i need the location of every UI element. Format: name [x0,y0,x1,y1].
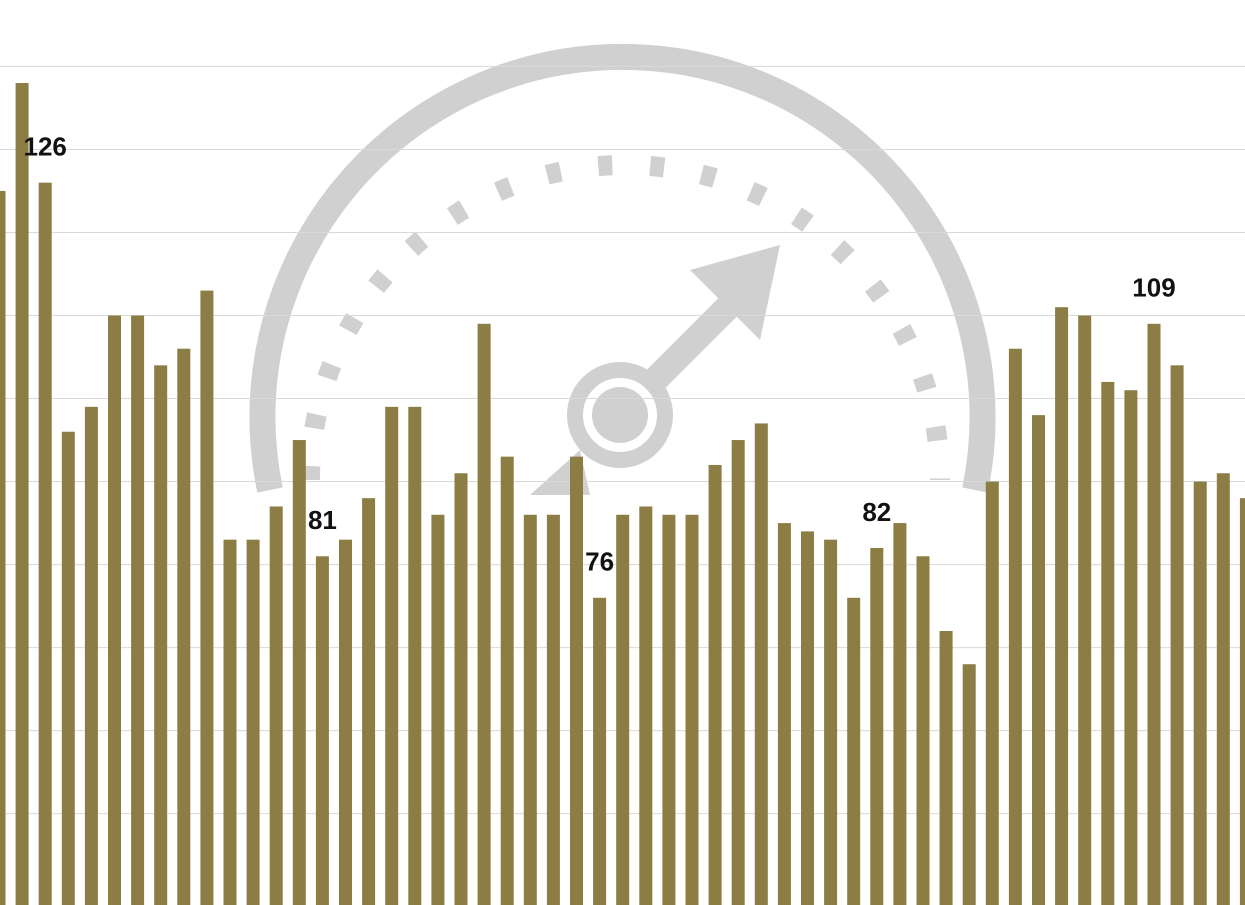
bar [0,190,6,905]
bar [639,506,653,905]
bar [1193,481,1207,905]
bar [408,406,422,905]
value-label: 109 [1132,273,1175,303]
bar [385,406,399,905]
bar [1147,323,1161,905]
bar [731,440,745,905]
bar [985,481,999,905]
bar [84,406,98,905]
value-label: 126 [24,132,67,162]
bar [1032,415,1045,905]
bar [523,514,537,905]
bar [315,556,329,905]
bar [616,514,630,905]
bar [847,597,861,905]
bar [1008,348,1022,905]
bar [108,315,121,905]
bars: 126 81 76 82 109 [0,83,1245,905]
bar [1170,365,1184,905]
bar [570,456,583,905]
bar [1216,473,1230,905]
bar [61,431,75,905]
bar [893,523,907,905]
value-label: 81 [308,505,337,535]
bar [292,440,306,905]
bar [685,514,699,905]
bar [131,315,145,905]
bar [546,514,560,905]
bar [777,523,791,905]
bar [177,348,191,905]
watermark [249,43,996,495]
bar [1101,381,1115,905]
bar [38,182,52,905]
bar [223,539,237,905]
bar [1078,315,1092,905]
bar [939,631,953,905]
bar [200,290,214,905]
bar [362,498,376,905]
bar [754,423,768,905]
bar [477,323,491,905]
bar [1124,390,1138,905]
bar [1239,498,1245,905]
bar [708,464,722,905]
value-label: 82 [862,497,891,527]
bar [339,539,352,905]
bar [269,506,283,905]
bar [870,547,884,905]
bar [662,514,676,905]
bar [454,473,468,905]
bar [962,664,976,905]
bar [824,539,838,905]
bar [593,597,607,905]
bar [500,456,514,905]
bar [801,531,814,905]
bar [246,539,260,905]
value-label: 76 [585,547,614,577]
bar [916,556,930,905]
bar [15,83,29,905]
bar [154,365,168,905]
bar [431,514,445,905]
bar [1055,307,1069,905]
